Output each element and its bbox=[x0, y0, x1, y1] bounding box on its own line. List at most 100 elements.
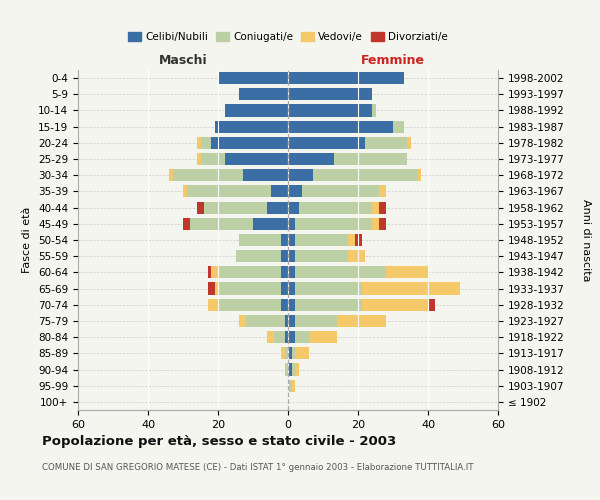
Bar bbox=[288, 72, 404, 84]
Bar bbox=[274, 331, 284, 343]
Bar bbox=[246, 315, 284, 327]
Bar bbox=[218, 282, 281, 294]
Bar bbox=[292, 364, 295, 376]
Bar bbox=[225, 104, 288, 117]
Bar bbox=[183, 186, 187, 198]
Bar bbox=[281, 298, 288, 311]
Bar bbox=[215, 120, 288, 132]
Bar bbox=[295, 250, 347, 262]
Bar bbox=[295, 315, 337, 327]
Bar bbox=[386, 266, 428, 278]
Bar bbox=[372, 202, 379, 213]
Bar bbox=[267, 202, 288, 213]
Bar bbox=[281, 234, 288, 246]
Bar bbox=[295, 234, 347, 246]
Bar bbox=[197, 137, 200, 149]
Bar bbox=[218, 298, 281, 311]
Y-axis label: Fasce di età: Fasce di età bbox=[22, 207, 32, 273]
Bar bbox=[271, 186, 288, 198]
Bar bbox=[197, 202, 204, 213]
Bar bbox=[393, 120, 404, 132]
Bar bbox=[183, 218, 190, 230]
Legend: Celibi/Nubili, Coniugati/e, Vedovi/e, Divorziati/e: Celibi/Nubili, Coniugati/e, Vedovi/e, Di… bbox=[124, 28, 452, 46]
Bar bbox=[295, 266, 386, 278]
Bar bbox=[288, 331, 295, 343]
Bar bbox=[372, 218, 379, 230]
Bar bbox=[379, 186, 386, 198]
Bar bbox=[337, 315, 386, 327]
Text: Maschi: Maschi bbox=[158, 54, 208, 67]
Text: Popolazione per età, sesso e stato civile - 2003: Popolazione per età, sesso e stato civil… bbox=[42, 435, 396, 448]
Bar bbox=[288, 364, 292, 376]
Bar bbox=[267, 331, 274, 343]
Bar bbox=[208, 266, 211, 278]
Bar bbox=[295, 218, 372, 230]
Bar bbox=[295, 282, 361, 294]
Bar bbox=[347, 234, 355, 246]
Bar bbox=[239, 88, 288, 101]
Bar bbox=[242, 169, 288, 181]
Bar bbox=[361, 282, 460, 294]
Bar bbox=[295, 364, 299, 376]
Bar bbox=[288, 348, 292, 360]
Bar bbox=[239, 315, 246, 327]
Bar bbox=[281, 266, 288, 278]
Bar bbox=[288, 120, 393, 132]
Bar bbox=[302, 186, 379, 198]
Bar bbox=[253, 218, 288, 230]
Bar bbox=[284, 364, 288, 376]
Bar bbox=[309, 331, 337, 343]
Bar bbox=[288, 380, 292, 392]
Bar bbox=[169, 169, 173, 181]
Bar bbox=[288, 315, 295, 327]
Bar bbox=[288, 88, 372, 101]
Bar bbox=[284, 348, 288, 360]
Bar bbox=[288, 186, 302, 198]
Bar bbox=[288, 137, 365, 149]
Bar bbox=[173, 169, 242, 181]
Bar bbox=[295, 348, 309, 360]
Bar bbox=[208, 298, 218, 311]
Bar bbox=[197, 153, 200, 165]
Bar bbox=[299, 202, 372, 213]
Bar bbox=[288, 234, 295, 246]
Bar bbox=[295, 298, 361, 311]
Bar bbox=[288, 218, 295, 230]
Bar bbox=[288, 298, 295, 311]
Bar bbox=[218, 72, 288, 84]
Text: COMUNE DI SAN GREGORIO MATESE (CE) - Dati ISTAT 1° gennaio 2003 - Elaborazione T: COMUNE DI SAN GREGORIO MATESE (CE) - Dat… bbox=[42, 462, 473, 471]
Bar bbox=[288, 250, 295, 262]
Bar bbox=[355, 234, 361, 246]
Bar bbox=[281, 348, 284, 360]
Bar bbox=[239, 234, 281, 246]
Bar bbox=[190, 218, 253, 230]
Bar bbox=[187, 186, 271, 198]
Bar bbox=[418, 169, 421, 181]
Bar bbox=[288, 202, 299, 213]
Y-axis label: Anni di nascita: Anni di nascita bbox=[581, 198, 591, 281]
Bar bbox=[292, 380, 295, 392]
Bar bbox=[288, 266, 295, 278]
Bar bbox=[334, 153, 407, 165]
Bar bbox=[407, 137, 410, 149]
Bar bbox=[428, 298, 435, 311]
Bar bbox=[379, 202, 386, 213]
Bar bbox=[288, 104, 372, 117]
Bar bbox=[200, 153, 225, 165]
Bar bbox=[200, 137, 211, 149]
Bar bbox=[281, 250, 288, 262]
Bar bbox=[218, 266, 281, 278]
Bar bbox=[313, 169, 418, 181]
Bar bbox=[295, 331, 309, 343]
Bar bbox=[225, 153, 288, 165]
Bar bbox=[204, 202, 267, 213]
Bar bbox=[292, 348, 295, 360]
Bar bbox=[361, 298, 428, 311]
Bar bbox=[284, 331, 288, 343]
Bar bbox=[281, 282, 288, 294]
Bar bbox=[284, 315, 288, 327]
Bar bbox=[215, 282, 218, 294]
Bar bbox=[208, 282, 215, 294]
Bar bbox=[372, 104, 376, 117]
Bar bbox=[365, 137, 407, 149]
